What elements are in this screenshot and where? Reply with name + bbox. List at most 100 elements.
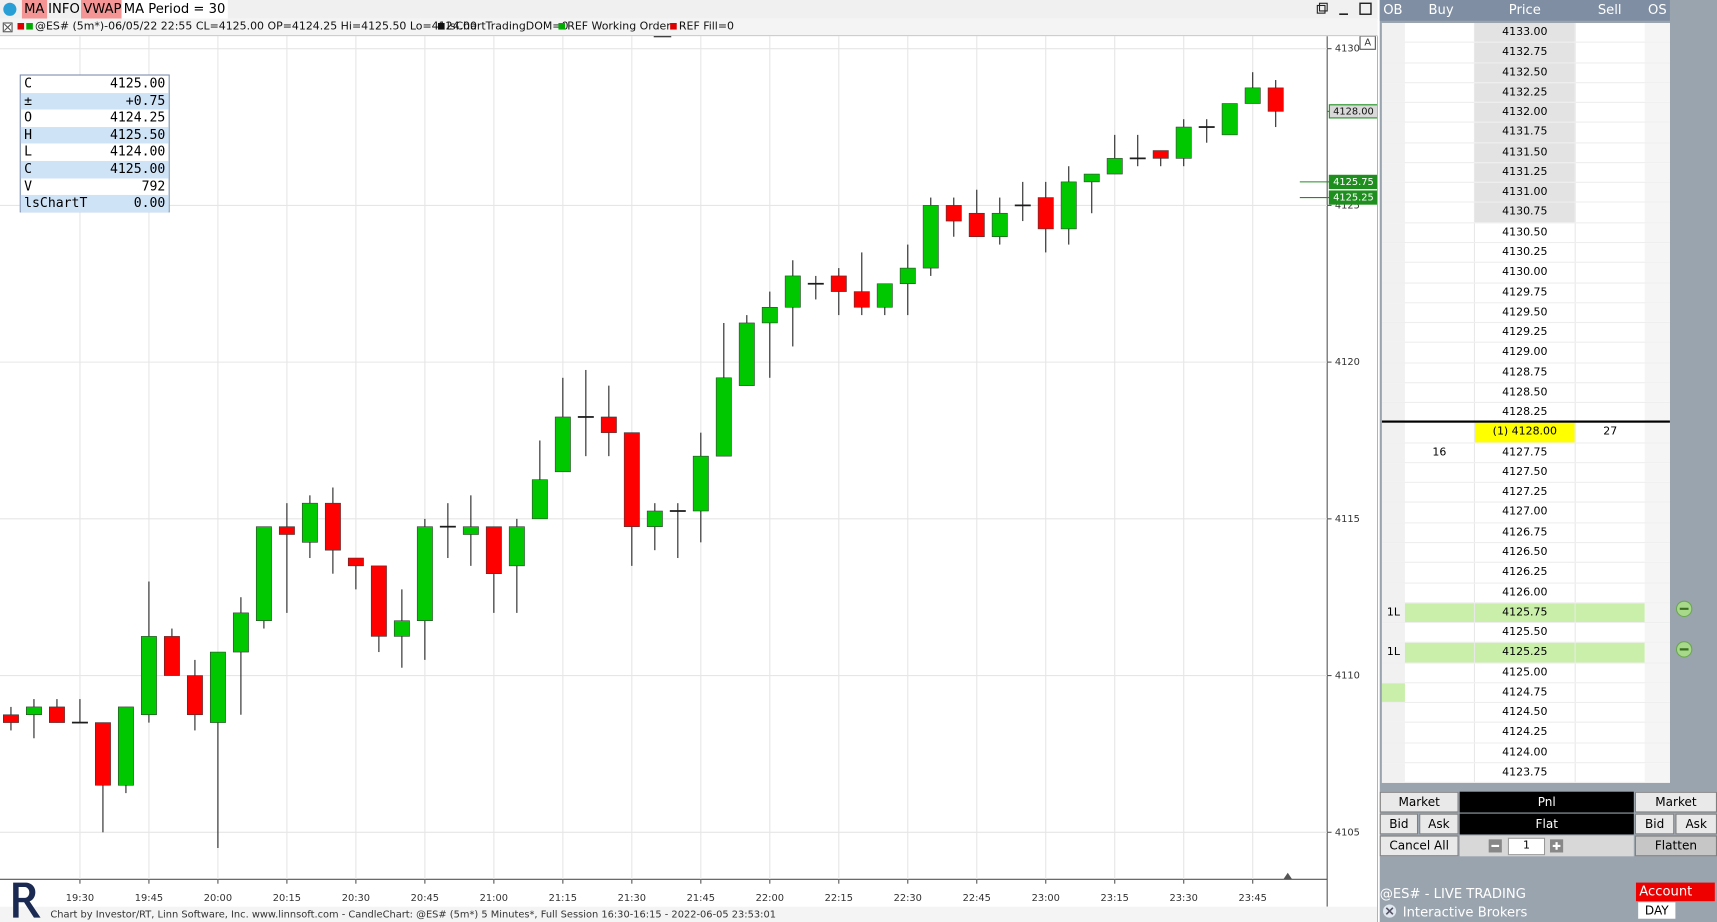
buy-cell[interactable] [1405,143,1476,162]
buy-cell[interactable] [1405,723,1476,743]
sell-cell[interactable] [1574,663,1645,683]
sell-cell[interactable] [1574,82,1645,102]
buy-cell[interactable] [1405,503,1476,523]
buy-cell[interactable] [1405,363,1476,382]
sell-cell[interactable] [1574,203,1645,222]
sell-cell[interactable] [1574,523,1645,543]
market-sell-button[interactable]: Market [1634,791,1717,813]
sell-cell[interactable] [1574,643,1645,663]
candle-body [485,526,502,574]
app-icon[interactable] [2,0,17,19]
buy-cell[interactable]: 16 [1405,443,1476,463]
buy-cell[interactable] [1405,543,1476,563]
sell-cell[interactable] [1574,623,1645,643]
buy-cell[interactable] [1405,303,1476,322]
buy-cell[interactable] [1405,42,1476,62]
sell-cell[interactable] [1574,463,1645,483]
sell-cell[interactable] [1574,223,1645,242]
account-dropdown[interactable]: Account [1635,882,1715,902]
buy-cell[interactable] [1405,583,1476,603]
sell-cell[interactable] [1574,143,1645,162]
indicator-button[interactable]: VWAP [81,0,124,19]
sell-cell[interactable] [1574,183,1645,202]
buy-cell[interactable] [1405,323,1476,342]
sell-cell[interactable] [1574,343,1645,362]
tif-dropdown[interactable]: DAY [1638,902,1676,919]
buy-cell[interactable] [1405,223,1476,242]
buy-cell[interactable] [1405,82,1476,102]
sell-cell[interactable] [1574,62,1645,82]
minimize-button[interactable] [1336,0,1351,19]
sell-cell[interactable] [1574,743,1645,763]
sell-cell[interactable] [1574,243,1645,262]
buy-cell[interactable] [1405,483,1476,503]
sell-cell[interactable] [1574,683,1645,703]
sell-cell[interactable] [1574,22,1645,42]
buy-cell[interactable] [1405,423,1476,443]
buy-cell[interactable] [1404,643,1476,663]
order-cancel-icons[interactable] [1673,598,1695,664]
quantity-input[interactable]: 1 [1507,837,1546,856]
market-buy-button[interactable]: Market [1379,791,1459,813]
buy-cell[interactable] [1405,283,1476,302]
buy-cell[interactable] [1405,763,1476,783]
sell-cell[interactable] [1574,123,1645,142]
buy-cell[interactable] [1405,743,1476,763]
sell-cell[interactable] [1574,583,1645,603]
buy-cell[interactable] [1405,703,1476,723]
buy-cell[interactable] [1405,683,1476,703]
ask-button[interactable]: Ask [1675,813,1717,835]
sell-cell[interactable] [1574,603,1645,623]
sell-cell[interactable] [1574,763,1645,783]
indicator-button[interactable]: INFO [48,1,80,17]
buy-cell[interactable] [1404,603,1476,623]
buy-cell[interactable] [1405,243,1476,262]
sell-cell[interactable] [1574,723,1645,743]
buy-cell[interactable] [1405,663,1476,683]
sell-cell[interactable] [1574,563,1645,583]
buy-cell[interactable] [1405,123,1476,142]
buy-cell[interactable] [1405,263,1476,282]
sell-cell[interactable] [1574,103,1645,122]
sell-cell[interactable] [1574,303,1645,322]
sell-cell[interactable] [1574,323,1645,342]
buy-cell[interactable] [1405,103,1476,122]
sell-cell[interactable] [1574,703,1645,723]
buy-cell[interactable] [1405,463,1476,483]
buy-cell[interactable] [1405,563,1476,583]
buy-cell[interactable] [1405,203,1476,222]
indicator-button[interactable]: MA [21,0,47,19]
flatten-button[interactable]: Flatten [1634,835,1717,857]
sell-cell[interactable] [1574,283,1645,302]
sell-cell[interactable] [1574,403,1645,423]
close-box[interactable] [2,19,13,43]
indicator-button[interactable]: MA Period = 30 [121,0,228,19]
buy-cell[interactable] [1405,163,1476,182]
sell-cell[interactable] [1574,443,1645,463]
buy-cell[interactable] [1405,22,1476,42]
increase-qty[interactable] [1549,839,1564,853]
restore-button[interactable] [1314,0,1329,19]
sell-cell[interactable] [1574,163,1645,182]
buy-cell[interactable] [1405,383,1476,403]
bid-button[interactable]: Bid [1634,813,1675,835]
maximize-button[interactable] [1358,0,1373,19]
sell-cell[interactable] [1574,383,1645,403]
cancel-all-button[interactable]: Cancel All [1379,835,1459,857]
buy-cell[interactable] [1405,62,1476,82]
buy-cell[interactable] [1405,523,1476,543]
buy-cell[interactable] [1405,343,1476,362]
sell-cell[interactable] [1574,42,1645,62]
ask-button[interactable]: Ask [1419,813,1459,835]
buy-cell[interactable] [1405,623,1476,643]
sell-cell[interactable] [1574,263,1645,282]
sell-cell[interactable] [1574,503,1645,523]
bid-button[interactable]: Bid [1379,813,1419,835]
decrease-qty[interactable] [1488,839,1502,853]
sell-cell[interactable]: 27 [1574,423,1645,443]
sell-cell[interactable] [1574,363,1645,382]
buy-cell[interactable] [1405,183,1476,202]
sell-cell[interactable] [1574,483,1645,503]
buy-cell[interactable] [1405,403,1476,423]
sell-cell[interactable] [1574,543,1645,563]
